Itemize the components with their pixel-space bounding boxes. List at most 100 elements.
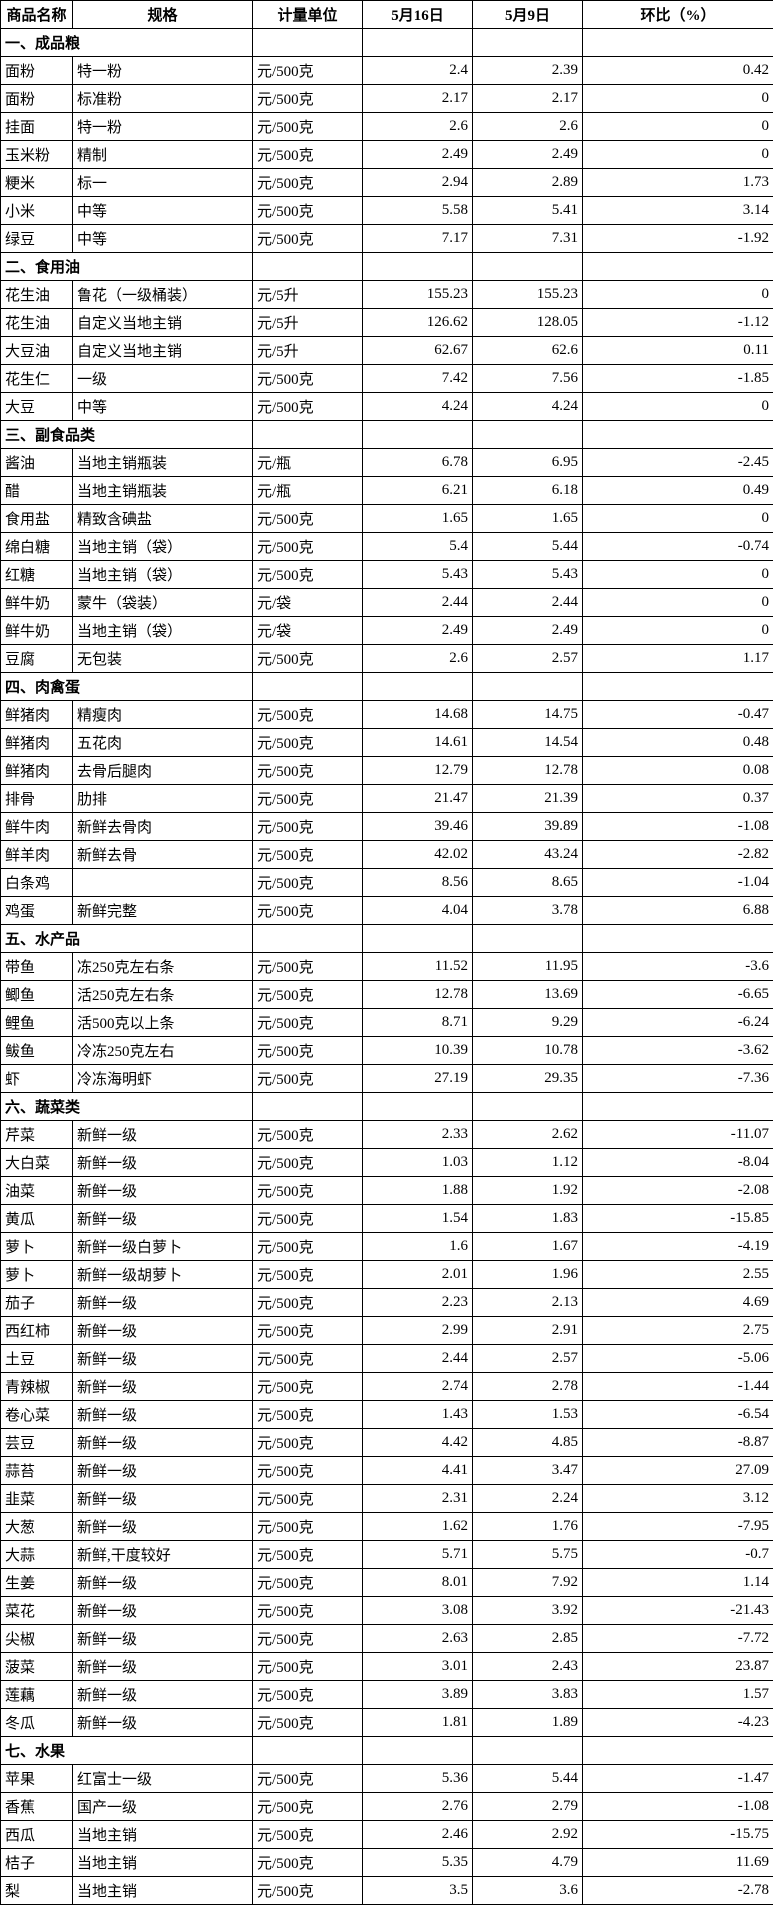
cell-pct: 0.48 — [583, 729, 773, 757]
cell-pct: 2.75 — [583, 1317, 773, 1345]
cell-name: 大葱 — [1, 1513, 73, 1541]
cell-unit: 元/500克 — [253, 953, 363, 981]
cell-date2: 2.49 — [473, 617, 583, 645]
cell-name: 尖椒 — [1, 1625, 73, 1653]
cell-date2: 4.24 — [473, 393, 583, 421]
table-row: 大白菜新鲜一级元/500克1.031.12-8.04 — [1, 1149, 773, 1177]
table-row: 苹果红富士一级元/500克5.365.44-1.47 — [1, 1765, 773, 1793]
cell-pct: 0.11 — [583, 337, 773, 365]
section-title: 一、成品粮 — [1, 29, 253, 57]
cell-date1: 2.63 — [363, 1625, 473, 1653]
cell-unit: 元/500克 — [253, 1765, 363, 1793]
cell-date1: 5.35 — [363, 1849, 473, 1877]
cell-pct: 3.14 — [583, 197, 773, 225]
cell-date2: 10.78 — [473, 1037, 583, 1065]
cell-pct: -1.85 — [583, 365, 773, 393]
cell-date1: 62.67 — [363, 337, 473, 365]
cell-spec: 当地主销（袋） — [73, 561, 253, 589]
cell-date2: 1.96 — [473, 1261, 583, 1289]
cell-spec: 新鲜一级 — [73, 1345, 253, 1373]
section-empty-cell — [473, 925, 583, 953]
cell-date2: 7.31 — [473, 225, 583, 253]
cell-date1: 4.42 — [363, 1429, 473, 1457]
cell-name: 鲜猪肉 — [1, 757, 73, 785]
cell-name: 带鱼 — [1, 953, 73, 981]
cell-name: 食用盐 — [1, 505, 73, 533]
cell-spec: 自定义当地主销 — [73, 309, 253, 337]
section-row: 三、副食品类 — [1, 421, 773, 449]
table-row: 花生油自定义当地主销元/5升126.62128.05-1.12 — [1, 309, 773, 337]
cell-pct: -4.19 — [583, 1233, 773, 1261]
cell-unit: 元/500克 — [253, 1513, 363, 1541]
cell-date2: 2.62 — [473, 1121, 583, 1149]
cell-name: 花生油 — [1, 281, 73, 309]
cell-date2: 13.69 — [473, 981, 583, 1009]
cell-date2: 11.95 — [473, 953, 583, 981]
cell-name: 花生仁 — [1, 365, 73, 393]
cell-name: 大蒜 — [1, 1541, 73, 1569]
cell-date2: 3.47 — [473, 1457, 583, 1485]
cell-spec: 冷冻海明虾 — [73, 1065, 253, 1093]
cell-pct: 3.12 — [583, 1485, 773, 1513]
cell-spec: 新鲜一级 — [73, 1121, 253, 1149]
table-row: 带鱼冻250克左右条元/500克11.5211.95-3.6 — [1, 953, 773, 981]
cell-date1: 1.81 — [363, 1709, 473, 1737]
cell-unit: 元/500克 — [253, 1485, 363, 1513]
cell-date1: 1.65 — [363, 505, 473, 533]
cell-pct: -2.82 — [583, 841, 773, 869]
cell-date1: 21.47 — [363, 785, 473, 813]
table-row: 土豆新鲜一级元/500克2.442.57-5.06 — [1, 1345, 773, 1373]
cell-unit: 元/500克 — [253, 897, 363, 925]
cell-pct: 0.08 — [583, 757, 773, 785]
cell-date1: 2.17 — [363, 85, 473, 113]
cell-unit: 元/500克 — [253, 1121, 363, 1149]
table-row: 桔子当地主销元/500克5.354.7911.69 — [1, 1849, 773, 1877]
cell-pct: 0 — [583, 393, 773, 421]
table-row: 芸豆新鲜一级元/500克4.424.85-8.87 — [1, 1429, 773, 1457]
cell-date1: 1.88 — [363, 1177, 473, 1205]
cell-unit: 元/500克 — [253, 757, 363, 785]
section-row: 二、食用油 — [1, 253, 773, 281]
cell-date1: 2.46 — [363, 1821, 473, 1849]
cell-pct: -1.92 — [583, 225, 773, 253]
cell-date1: 5.71 — [363, 1541, 473, 1569]
cell-spec: 鲁花（一级桶装） — [73, 281, 253, 309]
table-row: 冬瓜新鲜一级元/500克1.811.89-4.23 — [1, 1709, 773, 1737]
cell-date2: 12.78 — [473, 757, 583, 785]
cell-date2: 2.24 — [473, 1485, 583, 1513]
cell-date2: 2.91 — [473, 1317, 583, 1345]
table-row: 鲜牛肉新鲜去骨肉元/500克39.4639.89-1.08 — [1, 813, 773, 841]
cell-date2: 1.83 — [473, 1205, 583, 1233]
table-row: 鲅鱼冷冻250克左右元/500克10.3910.78-3.62 — [1, 1037, 773, 1065]
cell-name: 莲藕 — [1, 1681, 73, 1709]
cell-name: 小米 — [1, 197, 73, 225]
header-unit: 计量单位 — [253, 1, 363, 29]
cell-spec: 新鲜一级 — [73, 1317, 253, 1345]
cell-date2: 6.18 — [473, 477, 583, 505]
cell-unit: 元/500克 — [253, 869, 363, 897]
section-empty-cell — [583, 925, 773, 953]
cell-unit: 元/500克 — [253, 1429, 363, 1457]
table-row: 绵白糖当地主销（袋）元/500克5.45.44-0.74 — [1, 533, 773, 561]
cell-date2: 1.67 — [473, 1233, 583, 1261]
cell-unit: 元/500克 — [253, 365, 363, 393]
cell-date1: 39.46 — [363, 813, 473, 841]
cell-spec: 当地主销 — [73, 1821, 253, 1849]
cell-unit: 元/500克 — [253, 169, 363, 197]
cell-date1: 1.43 — [363, 1401, 473, 1429]
cell-spec: 新鲜一级 — [73, 1625, 253, 1653]
cell-unit: 元/500克 — [253, 841, 363, 869]
header-date2: 5月9日 — [473, 1, 583, 29]
cell-name: 绿豆 — [1, 225, 73, 253]
cell-date1: 8.01 — [363, 1569, 473, 1597]
cell-date2: 39.89 — [473, 813, 583, 841]
cell-name: 土豆 — [1, 1345, 73, 1373]
cell-name: 鸡蛋 — [1, 897, 73, 925]
table-row: 梨当地主销元/500克3.53.6-2.78 — [1, 1877, 773, 1905]
cell-spec: 新鲜一级 — [73, 1569, 253, 1597]
cell-pct: 0.42 — [583, 57, 773, 85]
cell-pct: -7.72 — [583, 1625, 773, 1653]
cell-pct: 0 — [583, 617, 773, 645]
cell-unit: 元/500克 — [253, 85, 363, 113]
table-row: 酱油当地主销瓶装元/瓶6.786.95-2.45 — [1, 449, 773, 477]
